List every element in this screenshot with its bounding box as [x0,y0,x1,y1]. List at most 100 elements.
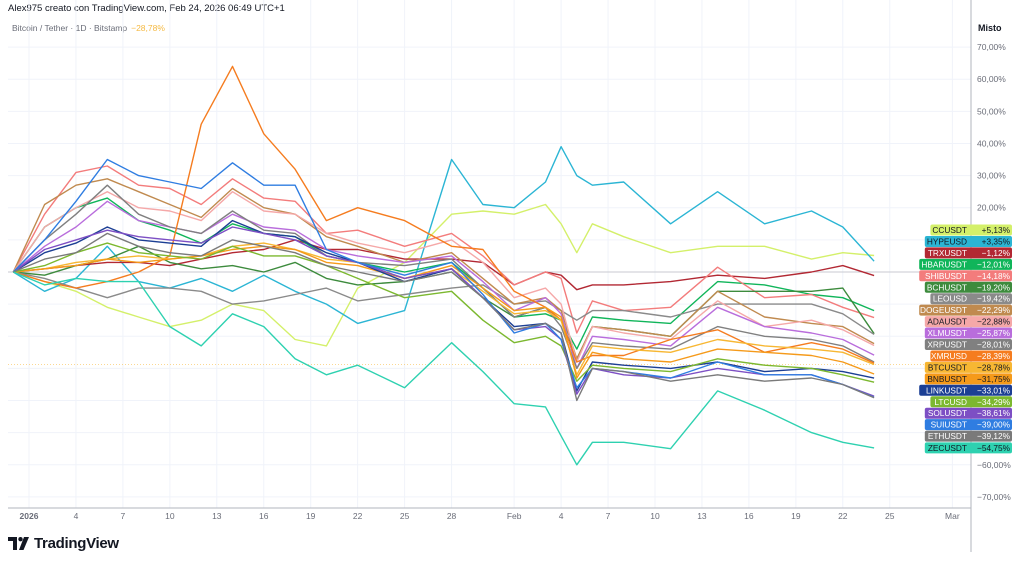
x-tick-label: 16 [259,511,269,521]
series-label-hypeusd[interactable]: HYPEUSD +3,35% [924,235,1012,247]
x-tick-label: 7 [606,511,611,521]
series-label-name: TRXUSDT [928,248,967,258]
series-label-bnbusdt[interactable]: BNBUSDT −31,75% [924,373,1012,385]
series-label-name: HBARUSDT [921,259,967,269]
series-label-bg [919,384,1012,396]
series-label-value: −39,12% [977,431,1011,441]
series-line-ccusdt[interactable] [13,203,875,347]
series-label-name: XRPUSDT [927,340,967,350]
series-line-adausdt[interactable] [12,190,875,363]
series-label-xmrusd[interactable]: XMRUSD −28,39% [930,350,1012,362]
series-label-xrpusdt[interactable]: XRPUSDT −28,01% [924,339,1012,350]
series-label-name: CCUSDT [932,225,967,235]
y-tick-label: −70,00% [977,492,1011,502]
series-label-suiusdt[interactable]: SUIUSDT −39,00% [924,419,1012,431]
y-tick-label: 70,00% [977,42,1006,52]
y-tick-label: 50,00% [977,106,1006,116]
x-tick-label: 25 [400,511,410,521]
series-label-linkusdt[interactable]: LINKUSDT −33,01% [919,384,1012,396]
series-label-bg [924,281,1012,293]
series-label-bg [919,304,1012,316]
series-label-bg [930,293,1012,305]
series-label-trxusdt[interactable]: TRXUSDT −1,12% [924,247,1012,259]
series-label-name: XLMUSDT [927,328,967,338]
series-label-bg [924,316,1012,328]
series-label-shibusdt[interactable]: SHIBUSDT −14,18% [919,270,1012,282]
series-label-zecusdt[interactable]: ZECUSDT −54,75% [924,442,1012,454]
series-line-leousd[interactable] [13,271,875,335]
series-line-xmrusd[interactable] [13,65,875,364]
series-label-value: −12,01% [977,259,1011,269]
series-label-ltcusd[interactable]: LTCUSD −34,29% [930,396,1012,408]
x-tick-label: 25 [885,511,895,521]
series-labels: CCUSDT +5,13%HYPEUSD +3,35%TRXUSDT −1,12%HB… [919,224,1012,454]
series-label-bg [924,247,1012,259]
series-label-bg [930,396,1012,408]
x-tick-label: 22 [838,511,848,521]
series-label-name: ADAUSDT [927,317,967,327]
y-tick-label: 60,00% [977,74,1006,84]
series-label-value: −54,75% [977,443,1011,453]
x-tick-label: 13 [697,511,707,521]
series-label-btcusdt[interactable]: BTCUSDT −28,78% [924,361,1012,373]
series-label-solusdt[interactable]: SOLUSDT −38,61% [924,407,1012,419]
series-label-bg [924,442,1012,454]
series-label-ccusdt[interactable]: CCUSDT +5,13% [930,224,1012,236]
series-label-bg [924,361,1012,373]
series-label-name: BTCUSDT [928,362,967,372]
y-tick-label: 40,00% [977,138,1006,148]
series-line-bnbusdt[interactable] [13,245,875,379]
symbol-change: −28,78% [131,23,165,33]
symbol-info: Bitcoin / Tether · 1D · Bitstamp −28,78% [12,23,165,33]
series-label-leousd[interactable]: LEOUSD −19,42% [930,293,1012,305]
series-label-dogeusdt[interactable]: DOGEUSDT −22,29% [919,304,1012,316]
series-label-value: −22,29% [977,305,1011,315]
series-label-name: BCHUSDT [927,282,967,292]
series-label-name: LEOUSD [933,294,967,304]
x-tick-label: 10 [165,511,175,521]
x-tick-label: 28 [447,511,457,521]
series-line-shibusdt[interactable] [12,165,875,334]
tradingview-logo-icon [8,537,29,550]
scale-mode-label[interactable]: Misto [978,23,1002,33]
series-line-ethusdt[interactable] [13,232,875,402]
series-label-xlmusdt[interactable]: XLMUSDT −25,87% [924,327,1012,339]
y-tick-label: −60,00% [977,460,1011,470]
series-label-name: LTCUSD [934,397,967,407]
series-label-name: SHIBUSDT [925,271,967,281]
series-label-value: −38,61% [977,408,1011,418]
series-label-name: XMRUSD [931,351,967,361]
series-label-value: −39,00% [977,420,1011,430]
series-line-dogeusdt[interactable] [12,178,875,360]
series-line-zecusdt[interactable] [13,271,875,466]
series-label-bg [924,373,1012,385]
series-label-value: −28,78% [977,362,1011,372]
series-label-adausdt[interactable]: ADAUSDT −22,88% [924,316,1012,328]
series-label-name: ZECUSDT [928,443,967,453]
x-tick-label: 4 [74,511,79,521]
series-line-ltcusd[interactable] [13,242,875,383]
series-label-bchusdt[interactable]: BCHUSDT −19,20% [924,281,1012,293]
series-line-xlmusdt[interactable] [12,200,875,370]
series-label-hbarusdt[interactable]: HBARUSDT −12,01% [919,258,1012,270]
x-tick-label: 2026 [20,511,39,521]
series-label-bg [924,235,1012,247]
series-label-bg [919,270,1012,282]
tradingview-logo[interactable]: TradingView [8,535,119,552]
x-tick-label: 4 [559,511,564,521]
price-axis: 70,00% 60,00% 50,00% 40,00% 30,00% 20,00% −60,… [977,42,1011,502]
series-line-xrpusdt[interactable] [12,184,875,370]
series-line-suiusdt[interactable] [12,158,875,398]
tradingview-logo-text: TradingView [34,535,119,552]
symbol-name: Bitcoin / Tether · 1D · Bitstamp [12,23,128,33]
series-label-bg [924,327,1012,339]
series-label-ethusdt[interactable]: ETHUSDT −39,12% [924,430,1012,442]
series-label-value: −28,39% [977,351,1011,361]
series-line-solusdt[interactable] [12,226,875,397]
series-label-value: −22,88% [977,317,1011,327]
series-label-value: −14,18% [977,271,1011,281]
series-label-name: LINKUSDT [926,385,967,395]
x-tick-label: 7 [121,511,126,521]
series-line-hypeusd[interactable] [12,145,875,325]
